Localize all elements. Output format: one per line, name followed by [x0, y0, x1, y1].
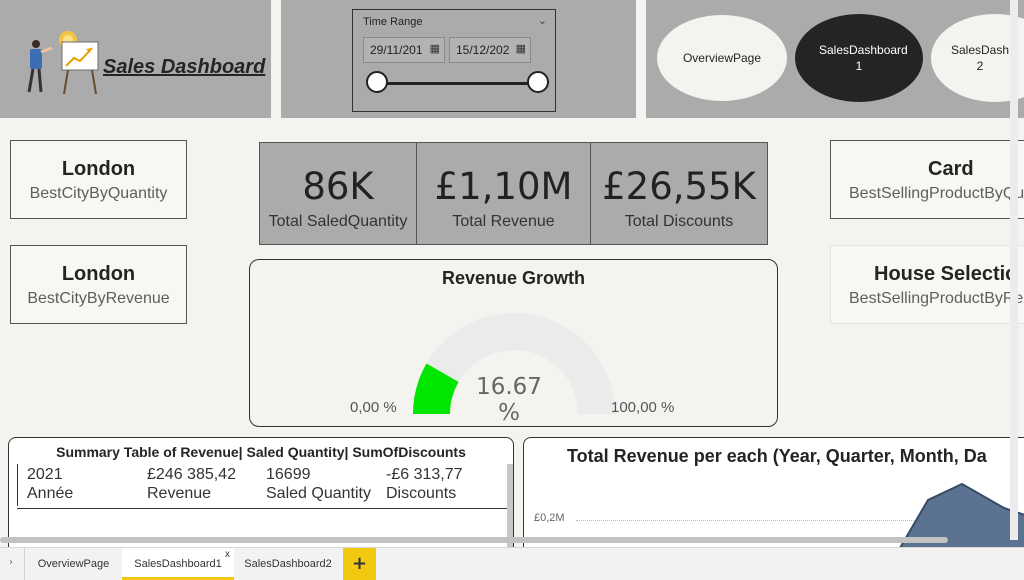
card-value: House Selectic — [874, 263, 1017, 285]
table-cell-quantity: 16699 — [266, 466, 311, 483]
table-scrollbar[interactable] — [507, 464, 513, 547]
kpi-label: Total SaledQuantity — [268, 213, 408, 230]
gauge-value-label: 16.67 % — [476, 374, 542, 426]
tab-separator — [24, 548, 25, 580]
best-city-by-revenue-card: London BestCityByRevenue — [10, 245, 187, 324]
card-caption: BestCityByQuantity — [29, 185, 168, 202]
kpi-total-discounts: £26,55K Total Discounts — [590, 142, 768, 245]
calendar-icon[interactable]: ▦ — [515, 43, 526, 55]
summary-table-card: Summary Table of Revenue| Saled Quantity… — [8, 437, 514, 547]
column-header-discounts[interactable]: Discounts — [386, 485, 457, 502]
table-cell-year: 2021 — [27, 466, 63, 483]
nav-button-overview[interactable]: OverviewPage — [657, 15, 787, 101]
column-header-revenue[interactable]: Revenue — [147, 485, 212, 502]
best-city-by-quantity-card: London BestCityByQuantity — [10, 140, 187, 219]
gauge-track — [413, 313, 615, 414]
nav-button-label: SalesDashboard 1 — [819, 43, 908, 73]
column-header-year[interactable]: Année — [27, 485, 74, 502]
tab-scroll-left-icon[interactable]: › — [9, 557, 13, 568]
close-icon[interactable]: x — [225, 549, 230, 560]
end-date-value: 15/12/202 — [456, 43, 510, 57]
revenue-growth-gauge — [413, 313, 615, 414]
header-logo-panel — [0, 0, 271, 118]
card-caption: BestSellingProductByQu — [849, 185, 1024, 202]
card-value: London — [61, 263, 136, 285]
table-divider — [17, 508, 507, 509]
gridline — [576, 520, 1024, 521]
card-value: London — [61, 158, 136, 180]
presenter-logo-icon — [27, 31, 99, 95]
gauge-title: Revenue Growth — [441, 268, 586, 288]
tab-label: OverviewPage — [37, 558, 110, 570]
start-date-value: 29/11/201 — [370, 43, 423, 57]
kpi-label: Total Discounts — [624, 213, 734, 230]
page-vertical-scrollbar[interactable] — [1010, 0, 1018, 540]
gauge-max-label: 100,00 % — [611, 399, 675, 416]
total-revenue-chart-card: Total Revenue per each (Year, Quarter, M… — [523, 437, 1024, 547]
kpi-total-saled-quantity: 86K Total SaledQuantity — [259, 142, 417, 245]
nav-button-sales-dashboard-2[interactable]: SalesDash 2 — [931, 14, 1024, 102]
kpi-value: £1,10M — [434, 165, 573, 208]
tab-label: SalesDashboard1 — [134, 558, 222, 570]
add-page-button[interactable]: + — [343, 548, 376, 580]
column-header-quantity[interactable]: Saled Quantity — [266, 485, 371, 502]
chart-title: Total Revenue per each (Year, Quarter, M… — [567, 446, 987, 466]
table-cell-revenue: £246 385,42 — [147, 466, 236, 483]
nav-button-sales-dashboard-1[interactable]: SalesDashboard 1 — [795, 14, 923, 102]
kpi-value: £26,55K — [602, 165, 756, 208]
gauge-min-label: 0,00 % — [350, 399, 397, 416]
calendar-icon[interactable]: ▦ — [429, 43, 440, 55]
table-header-row: Année Revenue Saled Quantity Discounts — [27, 485, 497, 505]
start-date-input[interactable]: 29/11/201 ▦ — [363, 37, 445, 63]
best-selling-product-by-quantity-card: Card BestSellingProductByQu — [830, 140, 1024, 219]
slicer-title: Time Range — [363, 16, 423, 28]
card-value: Card — [928, 158, 974, 180]
page-horizontal-scrollbar[interactable] — [0, 537, 948, 543]
nav-button-label: SalesDash 2 — [950, 43, 1010, 73]
table-title: Summary Table of Revenue| Saled Quantity… — [56, 444, 466, 460]
range-slider-end-handle[interactable] — [527, 71, 549, 93]
range-slider-track[interactable] — [378, 82, 538, 85]
table-left-rule — [17, 464, 18, 506]
tab-label: SalesDashboard2 — [244, 558, 332, 570]
kpi-total-revenue: £1,10M Total Revenue — [416, 142, 591, 245]
kpi-label: Total Revenue — [452, 213, 555, 230]
dashboard-title: Sales Dashboard — [103, 56, 266, 78]
card-caption: BestSellingProductByRe — [849, 290, 1024, 307]
card-caption: BestCityByRevenue — [27, 290, 170, 307]
y-axis-tick-label: £0,2M — [534, 512, 565, 524]
kpi-value: 86K — [302, 165, 374, 208]
tab-sales-dashboard-1[interactable]: SalesDashboard1 x — [122, 548, 234, 580]
tab-sales-dashboard-2[interactable]: SalesDashboard2 — [234, 548, 342, 580]
tab-overview-page[interactable]: OverviewPage — [25, 548, 122, 580]
page-tab-bar: › OverviewPage SalesDashboard1 x SalesDa… — [0, 547, 1024, 580]
nav-button-label: OverviewPage — [682, 51, 762, 65]
table-row[interactable]: 2021 £246 385,42 16699 -£6 313,77 — [27, 466, 497, 486]
end-date-input[interactable]: 15/12/202 ▦ — [449, 37, 531, 63]
chevron-down-icon[interactable]: ⌄ — [537, 14, 547, 27]
revenue-growth-gauge-card: Revenue Growth 16.67 % 0,00 % 100,00 % — [249, 259, 778, 427]
best-selling-product-by-revenue-card: House Selectic BestSellingProductByRe — [830, 245, 1024, 324]
gauge-fill — [413, 363, 459, 414]
time-range-slicer[interactable]: Time Range ⌄ 29/11/201 ▦ 15/12/202 ▦ — [352, 9, 556, 112]
table-cell-discounts: -£6 313,77 — [386, 466, 463, 483]
range-slider-start-handle[interactable] — [366, 71, 388, 93]
